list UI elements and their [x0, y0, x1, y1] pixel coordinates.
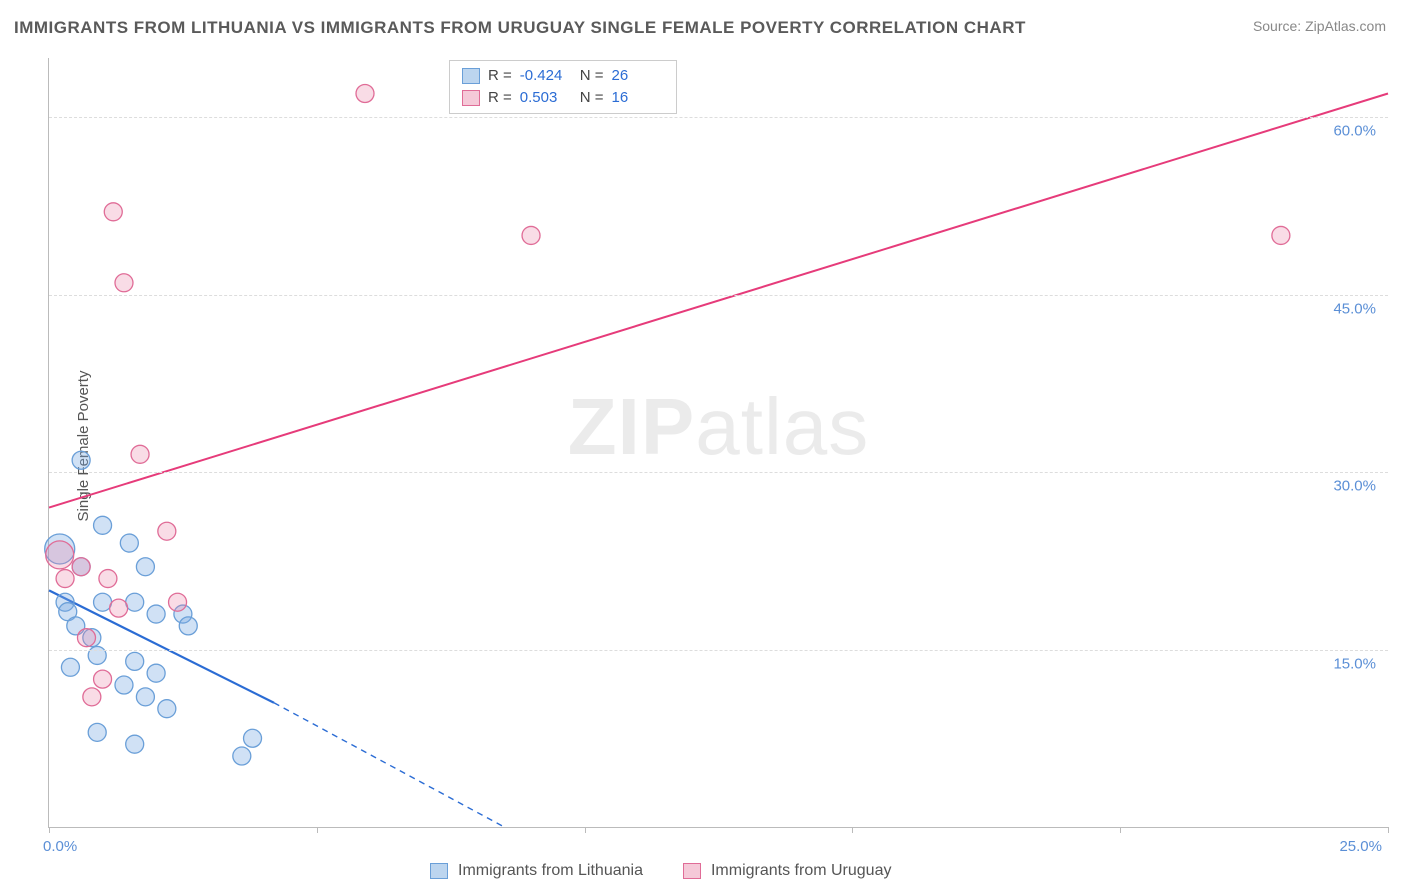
legend-item-uruguay: Immigrants from Uruguay [683, 862, 892, 880]
legend-label-lithuania: Immigrants from Lithuania [458, 862, 643, 880]
data-point [136, 558, 154, 576]
data-point [94, 516, 112, 534]
gridline-h [49, 650, 1388, 651]
data-point [83, 688, 101, 706]
data-point [94, 593, 112, 611]
data-point [131, 445, 149, 463]
data-point [1272, 226, 1290, 244]
data-point [126, 652, 144, 670]
data-point [158, 700, 176, 718]
data-point [522, 226, 540, 244]
data-point [110, 599, 128, 617]
data-point [104, 203, 122, 221]
data-point [99, 570, 117, 588]
y-tick-label: 15.0% [1333, 655, 1376, 672]
data-point [147, 664, 165, 682]
data-point [147, 605, 165, 623]
chart-title: IMMIGRANTS FROM LITHUANIA VS IMMIGRANTS … [14, 18, 1026, 38]
data-point [244, 729, 262, 747]
x-tick-label: 0.0% [43, 838, 77, 855]
data-point [115, 274, 133, 292]
x-tick [317, 827, 318, 833]
x-tick [852, 827, 853, 833]
gridline-h [49, 117, 1388, 118]
data-point [126, 593, 144, 611]
gridline-h [49, 295, 1388, 296]
x-tick [1120, 827, 1121, 833]
data-point [158, 522, 176, 540]
swatch-uruguay-icon [683, 863, 701, 879]
y-tick-label: 30.0% [1333, 478, 1376, 495]
swatch-lithuania-icon [430, 863, 448, 879]
data-point [94, 670, 112, 688]
x-tick-label: 25.0% [1339, 838, 1382, 855]
series-legend: Immigrants from Lithuania Immigrants fro… [430, 862, 891, 880]
x-tick [585, 827, 586, 833]
data-point [56, 570, 74, 588]
gridline-h [49, 472, 1388, 473]
data-point [179, 617, 197, 635]
source-link[interactable]: ZipAtlas.com [1305, 18, 1386, 34]
data-point [88, 723, 106, 741]
data-point [72, 451, 90, 469]
data-point [126, 735, 144, 753]
data-point [233, 747, 251, 765]
x-tick [1388, 827, 1389, 833]
data-point [72, 558, 90, 576]
data-point [77, 629, 95, 647]
data-point [136, 688, 154, 706]
x-tick [49, 827, 50, 833]
data-point [356, 84, 374, 102]
data-point [115, 676, 133, 694]
y-tick-label: 60.0% [1333, 123, 1376, 140]
data-point [169, 593, 187, 611]
legend-label-uruguay: Immigrants from Uruguay [711, 862, 892, 880]
data-point [61, 658, 79, 676]
y-tick-label: 45.0% [1333, 300, 1376, 317]
plot-svg [49, 58, 1388, 827]
source-attribution: Source: ZipAtlas.com [1253, 18, 1386, 34]
data-point [120, 534, 138, 552]
legend-item-lithuania: Immigrants from Lithuania [430, 862, 643, 880]
plot-area: ZIPatlas R = -0.424 N = 26 R = 0.503 N =… [48, 58, 1388, 828]
data-point [46, 541, 74, 569]
source-label: Source: [1253, 18, 1301, 34]
